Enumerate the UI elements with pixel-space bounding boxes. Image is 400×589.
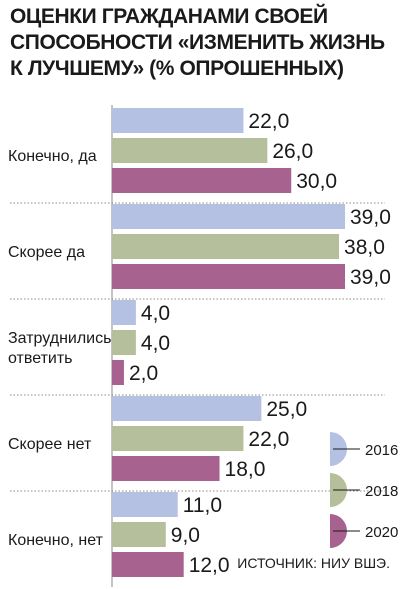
bar-2016 xyxy=(112,396,262,421)
chart-title: Оценки гражданами своей способности «изм… xyxy=(10,5,385,80)
bar-2020 xyxy=(112,456,220,481)
legend-label: 2018 xyxy=(365,483,398,500)
value-label: 39,0 xyxy=(350,266,391,289)
bar-2020 xyxy=(112,552,184,577)
category-label: Затруднились xyxy=(8,330,111,347)
bar-2016 xyxy=(112,108,244,133)
category-label: ответить xyxy=(8,350,73,367)
bar-2018 xyxy=(112,138,268,163)
value-label: 9,0 xyxy=(171,524,200,547)
legend-label: 2016 xyxy=(365,442,398,459)
bar-2016 xyxy=(112,492,178,517)
category-label: Скорее да xyxy=(8,244,85,261)
bar-2016 xyxy=(112,204,345,229)
value-label: 39,0 xyxy=(350,206,391,229)
category-label: Конечно, нет xyxy=(8,532,104,549)
bar-2016 xyxy=(112,300,136,325)
value-label: 12,0 xyxy=(189,554,230,577)
value-label: 38,0 xyxy=(344,236,385,259)
bar-2018 xyxy=(112,426,244,451)
value-label: 18,0 xyxy=(225,458,266,481)
bar-2020 xyxy=(112,264,345,289)
value-label: 22,0 xyxy=(248,110,289,133)
category-label: Конечно, да xyxy=(8,148,97,165)
value-label: 26,0 xyxy=(272,140,313,163)
category-label: Скорее нет xyxy=(8,436,92,453)
bar-2018 xyxy=(112,330,136,355)
legend-label: 2020 xyxy=(365,524,398,541)
value-label: 22,0 xyxy=(248,428,289,451)
value-label: 4,0 xyxy=(141,302,170,325)
bar-2018 xyxy=(112,522,166,547)
source-note: ИСТОЧНИК: НИУ ВШЭ. xyxy=(237,555,390,571)
bar-2020 xyxy=(112,360,124,385)
value-label: 2,0 xyxy=(129,362,158,385)
bar-2018 xyxy=(112,234,340,259)
value-label: 11,0 xyxy=(183,494,222,517)
value-label: 4,0 xyxy=(141,332,170,355)
bar-2020 xyxy=(112,168,292,193)
value-label: 25,0 xyxy=(266,398,307,421)
value-label: 30,0 xyxy=(296,170,337,193)
